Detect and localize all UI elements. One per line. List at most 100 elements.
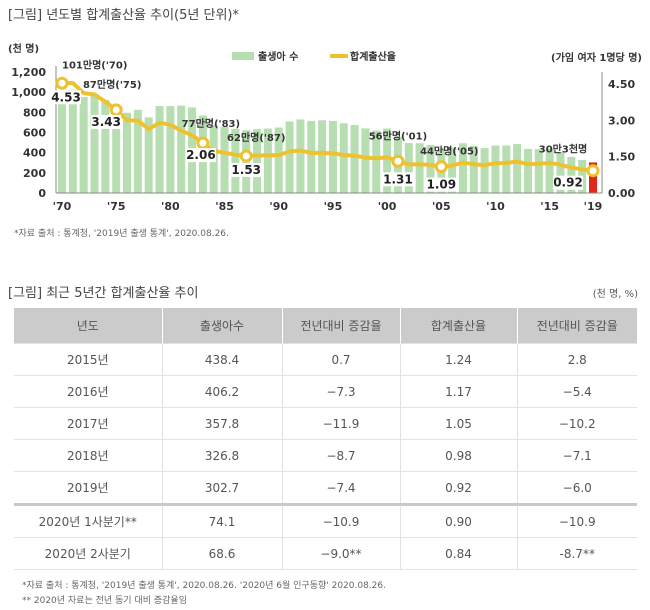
births-annotation: 62만명('87) [227,131,285,144]
tfr-annotation: 3.43 [91,115,121,129]
bar-2004 [426,145,435,193]
bar-2010 [491,145,500,193]
table-cell: 1.05 [399,407,517,440]
header-tfr: 합계출산율 [399,308,517,344]
x-tick-label: '90 [269,200,288,213]
table-cell: −6.0 [516,471,637,505]
tfr-label-bg [426,177,457,192]
bar-2003 [415,143,424,193]
bar-2009 [480,148,489,193]
tfr-label-bg [382,172,413,187]
table-cell: 302.7 [161,471,282,505]
x-tick-label: '10 [486,200,505,213]
right-axis-unit: (가임 여자 1명당 명) [551,51,642,64]
figure1-source: *자료 출처 : 통계청, '2019년 출생 통계', 2020.08.26. [14,229,229,239]
table-header-row: 년도 출생아수 전년대비 증감율 합계출산율 전년대비 증감율 [14,308,637,344]
table-cell: −11.9 [281,407,400,440]
table-cell: 68.6 [161,537,282,570]
bar-2011 [502,145,511,193]
bar-2002 [404,143,413,193]
tfr-label-bg [91,114,122,129]
bar-2019 [589,162,597,193]
figure2-footnote: ** 2020년 자료는 전년 동기 대비 증감율임 [22,596,187,606]
table-row: 2015년 438.4 0.7 1.24 2.8 [14,343,637,376]
table-row: 2017년 357.8 −11.9 1.05 −10.2 [14,407,637,440]
header-births: 출생아수 [161,308,282,344]
births-annotation: 77만명('83) [182,117,240,130]
bar-2012 [513,144,522,193]
bar-1972 [79,97,88,193]
births-annotation: 44만명('05) [420,145,478,158]
table-cell: 2020년 2사분기 [14,537,162,570]
table-row: 2020년 2사분기 68.6 −9.0** 0.84 -8.7** [14,537,637,570]
bar-1979 [155,106,164,193]
table-cell: −7.1 [516,439,637,472]
left-axis-unit: (천 명) [8,42,39,55]
bar-1995 [328,120,337,193]
bar-2017 [567,156,576,193]
marker-1970 [55,76,69,90]
bar-2016 [556,152,565,193]
bar-2014 [534,149,543,193]
table-cell: −10.9 [281,503,400,538]
bar-2000 [383,128,392,193]
table-cell: 2019년 [14,471,162,505]
bar-1992 [296,119,305,193]
table-cell: −9.0** [281,537,400,570]
table-cell: 0.84 [399,537,517,570]
table-cell: 0.90 [399,503,517,538]
header-tfr-change: 전년대비 증감율 [516,308,637,344]
marker-1975 [109,103,123,117]
header-births-change: 전년대비 증감율 [281,308,400,344]
left-tick-label: 800 [23,106,46,119]
tfr-annotation: 1.09 [426,178,456,192]
x-tick-label: '95 [324,200,343,213]
table-cell: 74.1 [161,503,282,538]
table-row: 2019년 302.7 −7.4 0.92 −6.0 [14,471,637,505]
tfr-label-bg [553,175,583,190]
bar-1986 [231,128,240,193]
table-cell: 2018년 [14,439,162,472]
births-annotation: 30만3천명 [539,143,587,156]
tfr-annotation: 0.92 [553,176,583,190]
bar-1999 [372,130,381,193]
left-tick-label: 1,000 [11,86,46,99]
births-annotation: 56만명('01) [369,129,427,142]
figure2-source-note: *자료 출처 : 통계청, '2019년 출생 통계', 2020.08.26.… [22,581,386,591]
tfr-label-bg [185,148,216,163]
bar-1978 [144,117,153,193]
left-tick-label: 600 [23,127,46,140]
left-tick-label: 200 [23,167,46,180]
table-cell: −7.3 [281,375,400,408]
tfr-label-bg [231,162,262,177]
bar-2008 [469,146,478,193]
bar-1980 [166,106,175,193]
table-cell: 0.92 [399,471,517,505]
births-annotation: 101만명('70) [62,58,127,71]
bar-1971 [68,89,77,193]
table-cell: −10.2 [516,407,637,440]
tfr-annotation: 4.53 [51,90,81,104]
table-cell: −5.4 [516,375,637,408]
right-tick-label: 0.00 [608,187,635,200]
left-tick-label: 0 [38,187,46,200]
bar-1975 [112,104,121,193]
bar-1996 [339,123,348,193]
bar-1973 [90,95,99,193]
table-row: 2018년 326.8 −8.7 0.98 −7.1 [14,439,637,472]
bar-1989 [263,128,272,193]
x-tick-label: '85 [215,200,234,213]
bar-2015 [545,148,554,193]
tfr-annotation: 2.06 [186,148,216,162]
table-cell: 1.24 [399,343,517,376]
tfr-annotation: 1.53 [231,163,261,177]
bar-1976 [123,112,132,193]
legend-bars-label: 출생아 수 [258,50,298,63]
table-cell: 438.4 [161,343,282,376]
figure2-title: [그림] 최근 5년간 합계출산율 추이 [8,286,199,301]
bar-1991 [285,121,294,193]
right-tick-label: 1.50 [608,151,635,164]
table-cell: 0.7 [281,343,400,376]
table-cell: 2016년 [14,375,162,408]
table-row: 2020년 1사분기** 74.1 −10.9 0.90 −10.9 [14,503,637,538]
